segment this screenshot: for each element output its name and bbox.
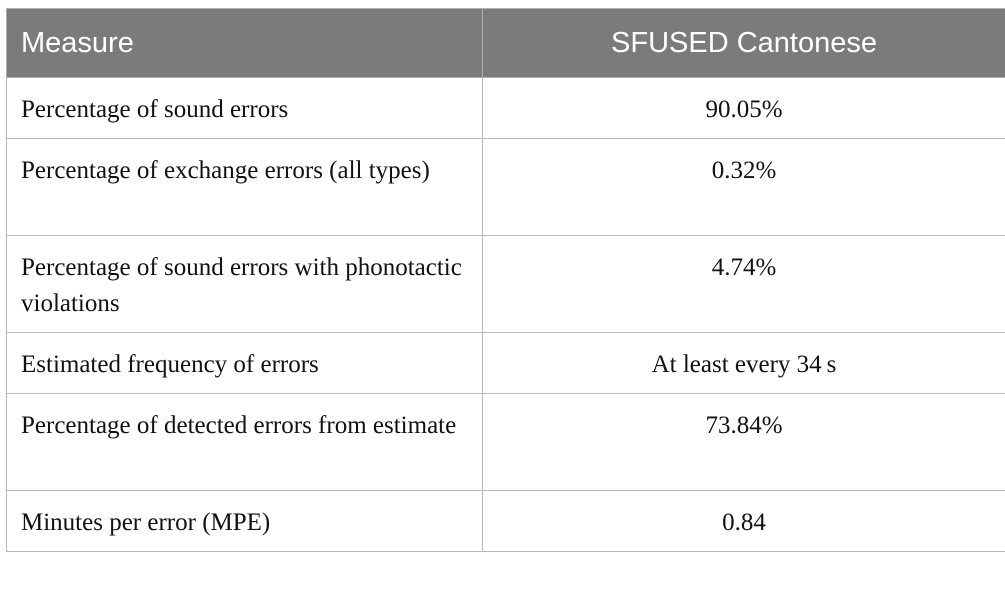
value-cell: 0.32%	[482, 138, 1005, 236]
header-measure: Measure	[6, 8, 483, 78]
value-cell: 4.74%	[482, 235, 1005, 333]
data-table-container: Measure SFUSED Cantonese Percentage of s…	[6, 8, 1005, 552]
measure-cell: Minutes per error (MPE)	[6, 490, 483, 552]
value-cell: At least every 34 s	[482, 332, 1005, 394]
value-cell: 73.84%	[482, 393, 1005, 491]
value-cell: 0.84	[482, 490, 1005, 552]
measure-cell: Percentage of sound errors with phonotac…	[6, 235, 483, 333]
table-header-row: Measure SFUSED Cantonese	[6, 8, 1005, 78]
measure-cell: Percentage of exchange errors (all types…	[6, 138, 483, 236]
table-row: Percentage of exchange errors (all types…	[6, 138, 1005, 236]
table-row: Minutes per error (MPE) 0.84	[6, 490, 1005, 552]
table-row: Estimated frequency of errors At least e…	[6, 332, 1005, 394]
measure-cell: Percentage of detected errors from estim…	[6, 393, 483, 491]
table-row: Percentage of detected errors from estim…	[6, 393, 1005, 491]
table-row: Percentage of sound errors 90.05%	[6, 77, 1005, 139]
measure-cell: Estimated frequency of errors	[6, 332, 483, 394]
measures-table: Measure SFUSED Cantonese Percentage of s…	[6, 8, 1005, 552]
table-row: Percentage of sound errors with phonotac…	[6, 235, 1005, 333]
measure-cell: Percentage of sound errors	[6, 77, 483, 139]
header-sfused-cantonese: SFUSED Cantonese	[482, 8, 1005, 78]
value-cell: 90.05%	[482, 77, 1005, 139]
